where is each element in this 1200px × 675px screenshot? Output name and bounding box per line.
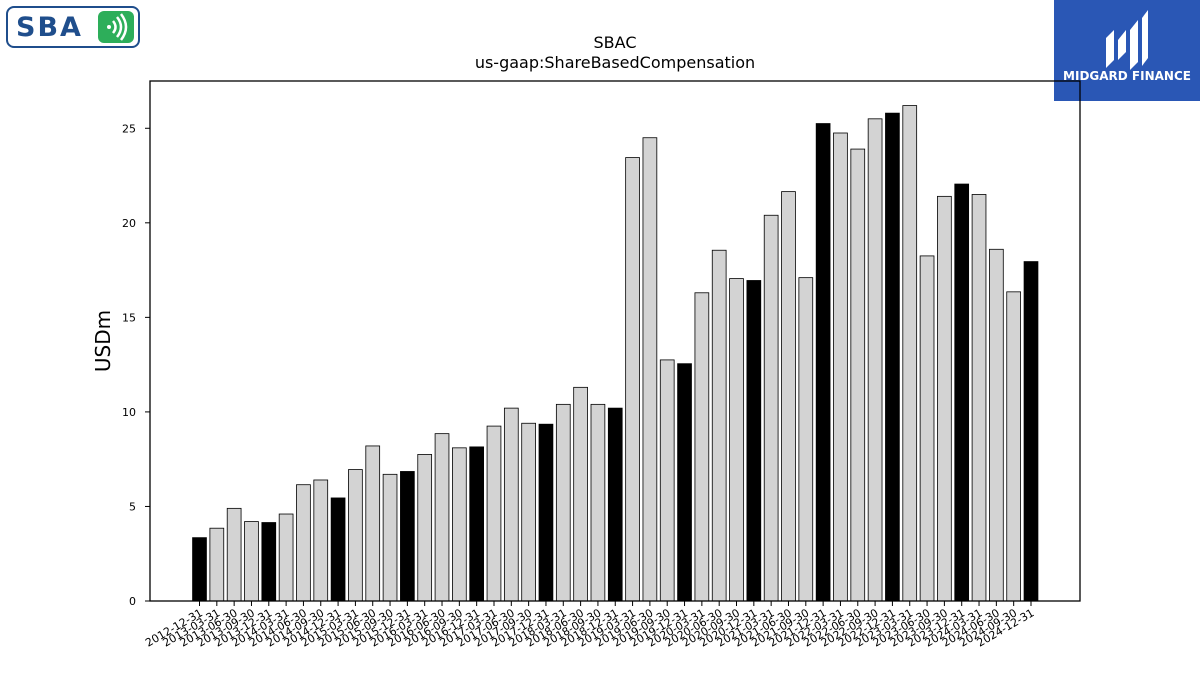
bar-2023-12-31: [954, 183, 970, 602]
bar-2016-12-31: [469, 446, 484, 602]
y-tick-label: 20: [122, 217, 136, 230]
bar-2016-03-31: [417, 454, 433, 602]
bars-group: [192, 105, 1039, 602]
bar-2014-12-31: [330, 497, 346, 602]
bar-2021-06-30: [781, 191, 796, 602]
bar-2015-06-30: [365, 445, 381, 602]
bar-2023-03-31: [902, 105, 918, 602]
bar-2017-09-30: [521, 422, 536, 602]
bar-2015-03-31: [348, 469, 363, 602]
chart-title: SBAC: [594, 33, 637, 52]
y-axis-label: USDm: [91, 310, 115, 372]
bar-2024-09-30: [1006, 291, 1022, 602]
bar-2021-12-31: [815, 123, 831, 602]
midgard-emblem-icon: [1106, 10, 1148, 70]
bar-2012-12-31: [192, 537, 207, 602]
bar-2017-03-31: [486, 425, 502, 602]
y-tick-label: 0: [129, 595, 136, 608]
bar-2013-03-31: [209, 527, 225, 602]
bar-2018-06-30: [573, 386, 588, 602]
bar-2023-09-30: [937, 195, 952, 602]
y-tick-label: 25: [122, 122, 136, 135]
bar-2019-03-31: [625, 157, 640, 602]
bar-2013-12-31: [261, 522, 277, 602]
bar-2022-09-30: [867, 118, 883, 602]
bar-2020-12-31: [746, 280, 762, 602]
bar-2017-06-30: [503, 407, 519, 602]
bar-2019-12-31: [677, 363, 692, 602]
bar-2017-12-31: [538, 423, 554, 602]
bar-2024-06-30: [989, 248, 1004, 602]
y-tick-label: 5: [129, 500, 136, 513]
bar-2022-03-31: [833, 132, 848, 602]
signal-icon: [98, 11, 134, 43]
bar-2018-03-31: [555, 403, 571, 602]
y-tick-label: 10: [122, 406, 136, 419]
y-tick-label: 15: [122, 311, 136, 324]
bar-2023-06-30: [919, 255, 935, 602]
sba-logo: SBA: [6, 6, 140, 48]
plot-frame: [149, 80, 1081, 602]
bar-2015-09-30: [382, 473, 398, 602]
sba-logo-text: SBA: [16, 12, 83, 43]
bar-2022-06-30: [850, 148, 866, 602]
bar-2021-03-31: [763, 214, 779, 602]
midgard-logo-text: MIDGARD FINANCE: [1063, 69, 1191, 83]
bar-2015-12-31: [400, 471, 415, 602]
bar-2014-09-30: [313, 479, 329, 602]
bar-2014-03-31: [278, 513, 294, 602]
x-axis: 2012-12-312013-03-312013-06-302013-09-30…: [143, 601, 1037, 650]
bar-2014-06-30: [296, 484, 311, 602]
bar-2013-06-30: [226, 507, 242, 602]
bar-2018-12-31: [607, 407, 623, 602]
bar-2020-09-30: [729, 278, 744, 602]
bar-2019-06-30: [642, 137, 658, 602]
bar-2024-03-31: [971, 194, 987, 602]
bar-2021-09-30: [798, 277, 814, 602]
bar-2022-12-31: [885, 112, 900, 602]
chart-subtitle: us-gaap:ShareBasedCompensation: [475, 53, 755, 72]
bar-2024-12-31: [1023, 261, 1039, 602]
bar-2019-09-30: [659, 359, 675, 602]
bar-2016-06-30: [434, 433, 450, 602]
y-axis: 0 5 10 15 20 25: [122, 122, 150, 608]
bar-2013-09-30: [244, 521, 259, 602]
bar-2018-09-30: [590, 403, 606, 602]
bar-2020-03-31: [694, 292, 710, 602]
bar-2016-09-30: [452, 447, 467, 602]
midgard-finance-logo: MIDGARD FINANCE: [1054, 0, 1200, 101]
bar-2020-06-30: [711, 249, 727, 602]
